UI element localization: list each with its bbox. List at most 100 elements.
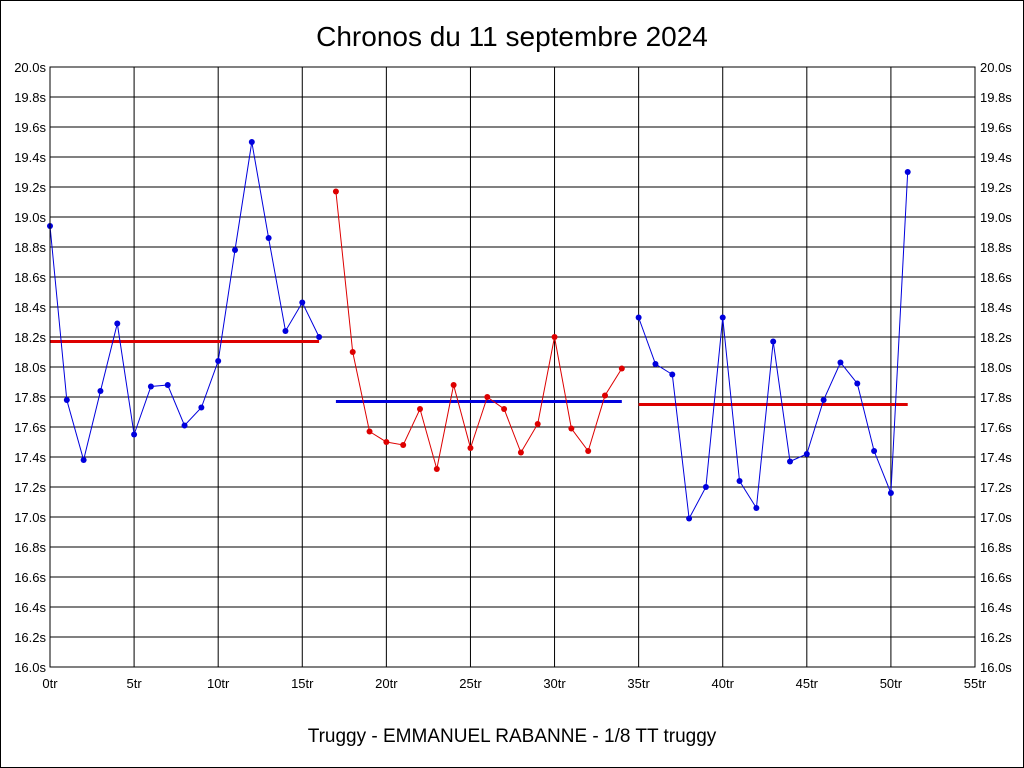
y-tick-label-left: 17.6s bbox=[14, 420, 46, 435]
grid-lines bbox=[49, 66, 976, 668]
y-tick-label-left: 18.4s bbox=[14, 300, 46, 315]
y-tick-label-right: 17.4s bbox=[980, 450, 1012, 465]
x-tick-label: 10tr bbox=[207, 676, 230, 691]
y-tick-label-left: 16.2s bbox=[14, 630, 46, 645]
x-tick-label: 0tr bbox=[42, 676, 58, 691]
series-3 bbox=[635, 169, 911, 522]
series-1 bbox=[47, 139, 323, 463]
x-tick-label: 55tr bbox=[964, 676, 987, 691]
data-point bbox=[871, 448, 878, 454]
data-point bbox=[80, 457, 87, 463]
data-point bbox=[181, 422, 188, 429]
x-tick-label: 15tr bbox=[291, 676, 314, 691]
y-tick-label-left: 16.8s bbox=[14, 540, 46, 555]
data-point bbox=[568, 425, 575, 432]
y-tick-label-right: 19.8s bbox=[980, 90, 1012, 105]
y-tick-label-left: 17.8s bbox=[14, 390, 46, 405]
data-point bbox=[736, 478, 743, 484]
data-point bbox=[417, 406, 423, 412]
y-tick-label-right: 16.8s bbox=[980, 540, 1012, 555]
data-point bbox=[265, 235, 272, 241]
y-tick-label-right: 18.6s bbox=[980, 270, 1012, 285]
y-tick-label-right: 17.2s bbox=[980, 480, 1012, 495]
x-tick-label: 20tr bbox=[375, 676, 398, 691]
y-tick-label-left: 18.8s bbox=[14, 240, 46, 255]
data-point bbox=[97, 388, 104, 394]
y-tick-label-right: 19.6s bbox=[980, 120, 1012, 135]
tick-labels: 0tr 5tr 10tr 15tr 20tr 25tr 30tr 35tr 40tr 45tr 50… bbox=[14, 60, 1012, 691]
y-tick-label-left: 17.0s bbox=[14, 510, 46, 525]
y-tick-label-left: 20.0s bbox=[14, 60, 46, 75]
data-point bbox=[433, 466, 440, 472]
y-tick-label-right: 17.6s bbox=[980, 420, 1012, 435]
x-tick-label: 30tr bbox=[543, 676, 566, 691]
series-line-3 bbox=[638, 171, 909, 521]
data-point bbox=[248, 139, 255, 145]
data-point bbox=[501, 406, 508, 412]
average-lines bbox=[50, 340, 908, 406]
y-tick-label-right: 16.0s bbox=[980, 660, 1012, 675]
y-tick-label-left: 19.8s bbox=[14, 90, 46, 105]
y-tick-label-right: 19.4s bbox=[980, 150, 1012, 165]
data-point bbox=[332, 188, 339, 195]
data-point bbox=[467, 445, 474, 451]
data-point bbox=[349, 349, 356, 355]
y-tick-label-left: 16.0s bbox=[14, 660, 46, 675]
data-point bbox=[702, 484, 709, 490]
data-point bbox=[719, 314, 726, 321]
data-point bbox=[618, 365, 625, 372]
y-tick-label-left: 19.6s bbox=[14, 120, 46, 135]
y-tick-label-right: 16.2s bbox=[980, 630, 1012, 645]
data-point bbox=[164, 382, 171, 388]
y-tick-label-left: 16.4s bbox=[14, 600, 46, 615]
y-tick-label-left: 18.0s bbox=[14, 360, 46, 375]
chart-subtitle: Truggy - EMMANUEL RABANNE - 1/8 TT trugg… bbox=[308, 726, 717, 747]
data-point bbox=[316, 334, 323, 340]
data-point bbox=[904, 169, 911, 175]
data-point bbox=[517, 449, 524, 456]
data-point bbox=[854, 380, 861, 387]
data-point bbox=[602, 392, 608, 399]
y-tick-label-left: 17.2s bbox=[14, 480, 46, 495]
data-point bbox=[383, 439, 390, 445]
data-point bbox=[215, 358, 222, 364]
data-point bbox=[131, 431, 138, 438]
series-line-1 bbox=[49, 141, 320, 462]
y-tick-label-left: 19.0s bbox=[14, 210, 46, 225]
x-tick-label: 40tr bbox=[712, 676, 735, 691]
data-point bbox=[114, 320, 121, 327]
data-point bbox=[63, 397, 70, 403]
data-point bbox=[887, 490, 894, 496]
data-point bbox=[198, 404, 205, 411]
y-tick-label-left: 17.4s bbox=[14, 450, 46, 465]
data-point bbox=[585, 448, 592, 454]
x-tick-label: 35tr bbox=[627, 676, 650, 691]
data-point bbox=[299, 299, 306, 306]
data-point bbox=[450, 382, 457, 388]
data-point bbox=[753, 505, 760, 511]
data-point bbox=[652, 361, 659, 367]
x-tick-label: 25tr bbox=[459, 676, 482, 691]
y-tick-label-right: 18.0s bbox=[980, 360, 1012, 375]
y-tick-label-left: 19.2s bbox=[14, 180, 46, 195]
x-tick-label: 45tr bbox=[796, 676, 819, 691]
data-point bbox=[484, 394, 491, 400]
data-point bbox=[686, 515, 693, 522]
data-point bbox=[770, 338, 777, 345]
data-point bbox=[551, 334, 558, 340]
data-point bbox=[820, 397, 827, 403]
y-tick-label-right: 18.2s bbox=[980, 330, 1012, 345]
data-point bbox=[669, 371, 676, 378]
chart-title: Chronos du 11 septembre 2024 bbox=[316, 21, 708, 52]
series-group bbox=[47, 139, 911, 522]
y-tick-label-left: 16.6s bbox=[14, 570, 46, 585]
x-tick-label: 5tr bbox=[127, 676, 143, 691]
y-tick-label-right: 18.4s bbox=[980, 300, 1012, 315]
data-point bbox=[635, 314, 642, 321]
y-tick-label-left: 18.2s bbox=[14, 330, 46, 345]
data-point bbox=[803, 451, 810, 457]
y-tick-label-right: 20.0s bbox=[980, 60, 1012, 75]
y-tick-label-right: 17.8s bbox=[980, 390, 1012, 405]
data-point bbox=[787, 458, 793, 465]
